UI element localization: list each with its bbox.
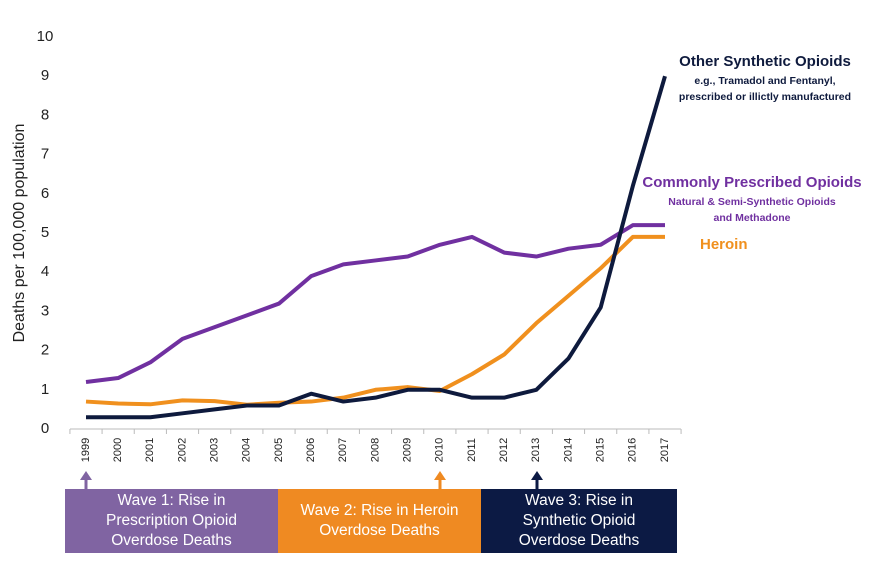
y-tick-label: 0 bbox=[41, 420, 49, 437]
x-tick-label: 2000 bbox=[112, 438, 124, 462]
series-note: Natural & Semi-Synthetic Opioids bbox=[668, 196, 836, 208]
series-label: Commonly Prescribed Opioids bbox=[642, 174, 861, 191]
series-label: Heroin bbox=[700, 236, 748, 253]
wave-label: Overdose Deaths bbox=[111, 532, 232, 549]
wave-box bbox=[481, 489, 677, 553]
wave-label: Wave 2: Rise in Heroin bbox=[301, 502, 459, 519]
wave-arrows bbox=[80, 471, 543, 489]
wave-label: Overdose Deaths bbox=[519, 532, 640, 549]
x-tick-label: 2015 bbox=[595, 438, 607, 462]
wave-label: Prescription Opioid bbox=[106, 512, 237, 529]
series-line bbox=[86, 75, 667, 420]
x-tick-label: 2006 bbox=[305, 438, 317, 462]
wave-box bbox=[65, 489, 278, 553]
series-note: e.g., Tramadol and Fentanyl, bbox=[694, 75, 835, 87]
y-tick-label: 9 bbox=[41, 67, 49, 84]
x-tick-label: 2003 bbox=[209, 438, 221, 462]
y-tick-label: 4 bbox=[41, 263, 49, 280]
x-tick-label: 2012 bbox=[498, 438, 510, 462]
arrow-head bbox=[80, 471, 92, 480]
arrow-head bbox=[434, 471, 446, 480]
x-tick-label: 2002 bbox=[176, 438, 188, 462]
x-tick-label: 1999 bbox=[80, 438, 92, 462]
y-tick-label: 1 bbox=[41, 381, 49, 398]
x-tick-label: 2005 bbox=[273, 438, 285, 462]
y-tick-label: 7 bbox=[41, 146, 49, 163]
wave-label: Overdose Deaths bbox=[319, 522, 440, 539]
x-tick-label: 2007 bbox=[337, 438, 349, 462]
series-note: and Methadone bbox=[713, 212, 790, 224]
series-line bbox=[85, 223, 665, 384]
series-note: prescribed or illictly manufactured bbox=[679, 91, 851, 103]
series-line bbox=[85, 234, 665, 407]
y-tick-label: 6 bbox=[41, 185, 49, 202]
x-tick-label: 2009 bbox=[402, 438, 414, 462]
y-tick-label: 2 bbox=[41, 342, 49, 359]
x-tick-label: 2016 bbox=[627, 438, 639, 462]
y-tick-label: 5 bbox=[41, 224, 49, 241]
y-tick-label: 10 bbox=[37, 28, 54, 45]
x-tick-label: 2008 bbox=[369, 438, 381, 462]
y-tick-label: 8 bbox=[41, 106, 49, 123]
wave-box bbox=[278, 489, 481, 553]
x-tick-label: 2014 bbox=[562, 438, 574, 462]
x-tick-label: 2004 bbox=[241, 438, 253, 462]
x-tick-label: 2001 bbox=[144, 438, 156, 462]
wave-label: Synthetic Opioid bbox=[523, 512, 636, 529]
y-axis-title: Deaths per 100,000 population bbox=[11, 124, 28, 343]
x-tick-label: 2011 bbox=[466, 438, 478, 462]
x-tick-label: 2013 bbox=[530, 438, 542, 462]
arrow-head bbox=[531, 471, 543, 480]
y-tick-label: 3 bbox=[41, 302, 49, 319]
wave-label: Wave 1: Rise in bbox=[118, 492, 226, 509]
x-tick-label: 2017 bbox=[659, 438, 671, 462]
wave-label: Wave 3: Rise in bbox=[525, 492, 633, 509]
x-tick-label: 2010 bbox=[434, 438, 446, 462]
series-label: Other Synthetic Opioids bbox=[679, 53, 851, 70]
